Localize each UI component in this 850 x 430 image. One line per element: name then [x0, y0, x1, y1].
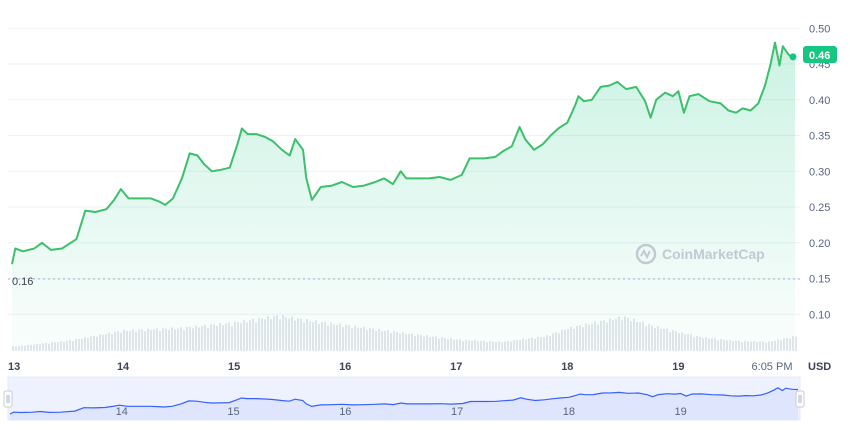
- x-tick-label: 16: [339, 361, 351, 373]
- watermark-text: CoinMarketCap: [662, 246, 765, 262]
- current-price-label: 0.46: [809, 50, 830, 62]
- y-tick-label: 0.50: [809, 23, 830, 35]
- navigator-tick-label: 16: [339, 406, 351, 418]
- y-axis: 0.500.450.400.350.300.250.200.150.10: [809, 23, 830, 321]
- price-area-fill: [12, 42, 795, 350]
- y-tick-label: 0.30: [809, 166, 830, 178]
- navigator-x-axis: 14 15 16 17 18 19: [116, 406, 687, 418]
- navigator-tick-label: 14: [116, 406, 128, 418]
- y-tick-label: 0.20: [809, 238, 830, 250]
- coinmarketcap-watermark: CoinMarketCap: [635, 243, 765, 265]
- current-price-dot: [789, 53, 797, 61]
- coinmarketcap-logo-icon: [635, 243, 657, 265]
- x-tick-label: 13: [8, 361, 20, 373]
- navigator-tick-label: 15: [227, 406, 239, 418]
- x-tick-label: 15: [228, 361, 240, 373]
- y-tick-label: 0.10: [809, 309, 830, 321]
- x-tick-label: 18: [561, 361, 573, 373]
- x-tick-label: 19: [672, 361, 684, 373]
- x-axis: 13 14 15 16 17 18 19 6:05 PM: [8, 361, 792, 373]
- x-tick-label: 14: [117, 361, 130, 373]
- price-line: [11, 41, 796, 265]
- y-tick-label: 0.15: [809, 274, 830, 286]
- currency-unit-label: USD: [808, 361, 831, 373]
- x-tick-label: 17: [450, 361, 462, 373]
- navigator-tick-label: 18: [563, 406, 575, 418]
- navigator-tick-label: 19: [675, 406, 687, 418]
- y-tick-label: 0.35: [809, 131, 830, 143]
- navigator-tick-label: 17: [451, 406, 463, 418]
- navigator-right-handle[interactable]: [795, 390, 805, 408]
- volume-bar: [795, 336, 797, 351]
- x-tick-label: 6:05 PM: [752, 361, 793, 373]
- range-navigator[interactable]: 14 15 16 17 18 19: [3, 376, 805, 421]
- y-tick-label: 0.40: [809, 95, 830, 107]
- current-price-badge: 0.46: [803, 46, 837, 63]
- low-price-label: 0.16: [12, 276, 33, 288]
- y-tick-label: 0.25: [809, 202, 830, 214]
- navigator-left-handle[interactable]: [3, 390, 13, 408]
- navigator-line: [9, 387, 799, 415]
